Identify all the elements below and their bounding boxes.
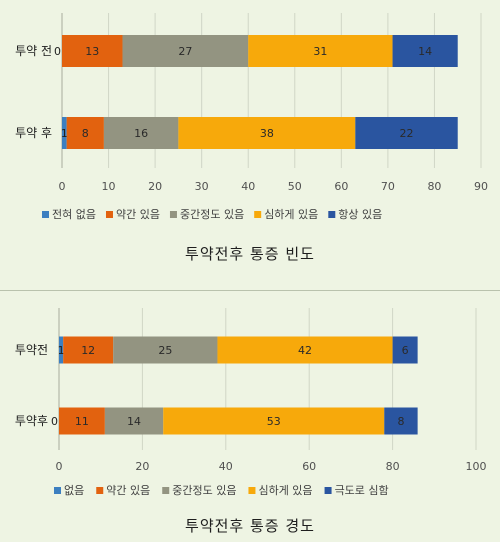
data-label-0-0: 1 [58, 344, 65, 357]
bar-segment-0-0 [59, 336, 64, 364]
category-label-0: 투약 전 [15, 43, 52, 58]
legend-label-3: 심하게 있음 [264, 207, 318, 221]
data-label-0-2: 27 [178, 45, 192, 58]
data-label-0-0: 0 [54, 45, 61, 58]
chart-2-title: 투약전후 통증 경도 [185, 517, 315, 535]
bar-segment-1-1 [66, 117, 104, 149]
bar-segment-0-3 [217, 336, 393, 364]
legend-label-0: 전혀 없음 [52, 208, 96, 221]
legend-swatch-0 [54, 487, 61, 494]
legend-swatch-4 [328, 211, 336, 218]
data-label-0-2: 25 [158, 344, 172, 357]
legend-label-2: 중간정도 있음 [172, 484, 236, 497]
data-label-1-1: 11 [75, 415, 89, 428]
data-label-0-4: 6 [402, 344, 409, 357]
x-tick-label-60: 60 [334, 180, 348, 193]
x-tick-label-70: 70 [381, 180, 395, 193]
legend-swatch-1 [96, 487, 104, 494]
legend-label-1: 약간 있음 [116, 207, 160, 221]
x-tick-label-90: 90 [474, 180, 488, 193]
chart-1-panel: 0 10 20 30 40 50 60 70 80 90 투약 전 0 13 27 31 14 투약 후 1 8 16… [0, 0, 500, 235]
data-label-1-3: 38 [260, 127, 274, 140]
bar-segment-0-4 [392, 336, 418, 364]
legend-label-3: 심하게 있음 [258, 483, 312, 497]
data-label-1-4: 22 [400, 127, 414, 140]
x-tick-label-40: 40 [241, 180, 255, 193]
bar-segment-0-3 [248, 35, 393, 67]
legend-swatch-2 [162, 487, 170, 494]
x-tick-label-0: 0 [59, 180, 66, 193]
x-tick-label-80: 80 [427, 180, 441, 193]
bar-segment-1-3 [163, 407, 385, 435]
chart-2-panel: 0 20 40 60 80 100 투약전 1 12 25 42 6 투약후 0 11 14 53 8 없음 약간 있… [0, 300, 500, 510]
legend-swatch-1 [105, 211, 113, 218]
data-label-0-3: 42 [298, 344, 312, 357]
data-label-1-3: 53 [267, 415, 281, 428]
x-tick-label-40: 40 [219, 460, 233, 473]
data-label-0-3: 31 [313, 45, 327, 58]
x-tick-label-10: 10 [102, 180, 116, 193]
legend-swatch-2 [169, 211, 177, 218]
legend-swatch-0 [42, 211, 49, 218]
x-tick-label-50: 50 [288, 180, 302, 193]
bar-segment-1-2 [104, 407, 164, 435]
legend-swatch-4 [324, 487, 332, 494]
bar-segment-0-1 [63, 336, 114, 364]
data-label-0-1: 12 [81, 344, 95, 357]
x-tick-label-20: 20 [135, 460, 149, 473]
data-label-1-2: 16 [134, 127, 148, 140]
x-tick-label-20: 20 [148, 180, 162, 193]
chart-1-title: 투약전후 통증 빈도 [185, 245, 315, 263]
bar-segment-1-0 [62, 117, 67, 149]
bar-segment-1-1 [59, 407, 105, 435]
legend-swatch-3 [254, 211, 262, 218]
category-label-1: 투약후 [15, 413, 48, 428]
legend-label-4: 극도로 심함 [335, 484, 389, 497]
legend-label-2: 중간정도 있음 [180, 208, 244, 221]
legend-swatch-3 [248, 487, 256, 494]
data-label-0-1: 13 [85, 45, 99, 58]
x-tick-label-60: 60 [302, 460, 316, 473]
legend-label-4: 항상 있음 [338, 208, 382, 221]
x-tick-label-0: 0 [56, 460, 63, 473]
data-label-1-0: 0 [51, 415, 58, 428]
data-label-0-4: 14 [418, 45, 432, 58]
bar-segment-1-4 [384, 407, 418, 435]
bar-segment-1-4 [355, 117, 458, 149]
legend-label-0: 없음 [64, 484, 84, 497]
data-label-1-0: 1 [61, 127, 68, 140]
bar-segment-1-2 [103, 117, 179, 149]
x-tick-label-30: 30 [195, 180, 209, 193]
data-label-1-4: 8 [397, 415, 404, 428]
x-tick-label-100: 100 [466, 460, 487, 473]
section-divider [0, 290, 500, 291]
category-label-0: 투약전 [15, 342, 48, 357]
data-label-1-2: 14 [127, 415, 141, 428]
bar-segment-0-2 [113, 336, 218, 364]
x-tick-label-80: 80 [386, 460, 400, 473]
data-label-1-1: 8 [82, 127, 89, 140]
bar-segment-0-4 [392, 35, 458, 67]
bar-segment-1-3 [178, 117, 356, 149]
bar-segment-0-1 [62, 35, 123, 67]
category-label-1: 투약 후 [15, 125, 52, 140]
bar-segment-0-2 [122, 35, 249, 67]
legend-label-1: 약간 있음 [106, 483, 150, 497]
